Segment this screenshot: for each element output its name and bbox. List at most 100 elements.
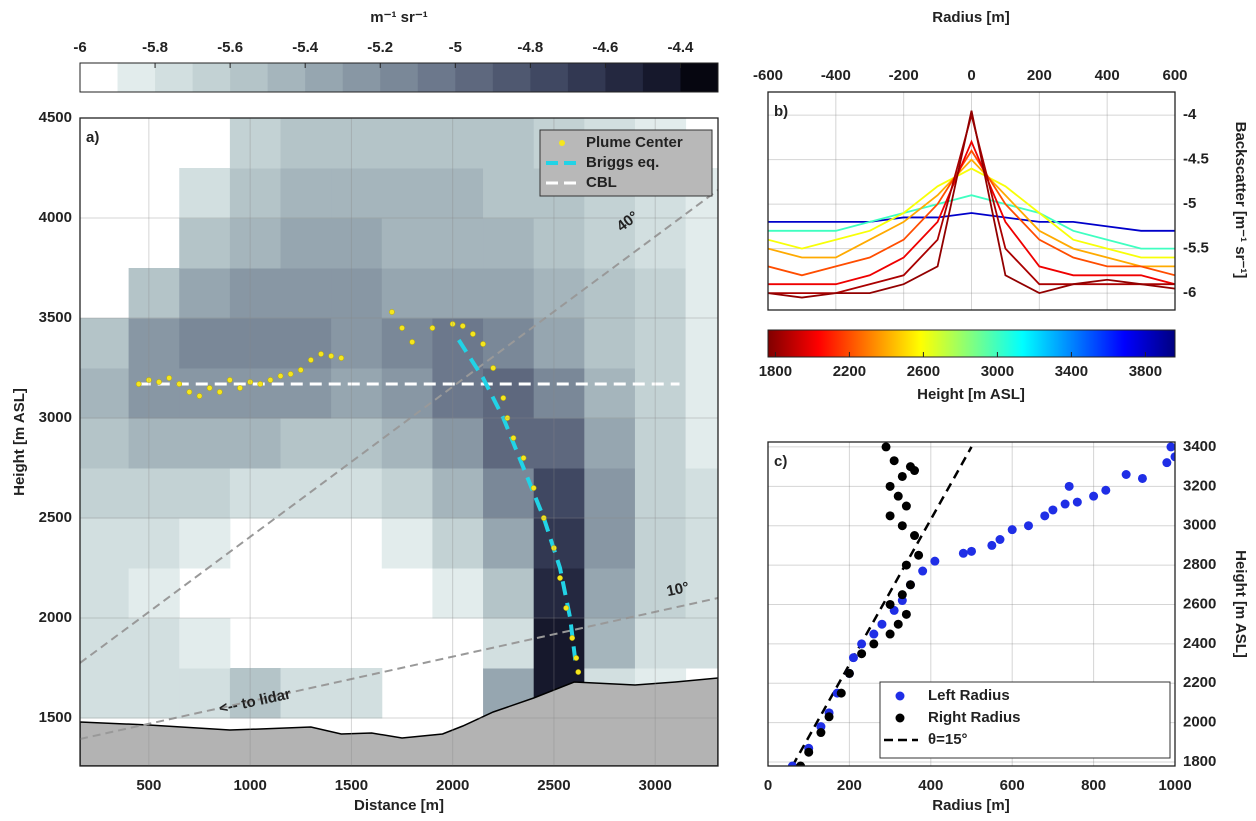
scatter-point <box>886 600 895 609</box>
heatmap-cell <box>382 218 433 269</box>
heatmap-cell <box>129 268 180 319</box>
heatmap-cell <box>230 118 281 169</box>
y-tick-label: 2000 <box>1183 714 1216 731</box>
plume-center <box>227 377 232 382</box>
legend-box <box>880 682 1170 758</box>
colorbar-tick-label: 2200 <box>833 363 866 380</box>
plume-center <box>308 357 313 362</box>
scatter-point <box>894 492 903 501</box>
heatmap-cell <box>635 418 686 469</box>
page: 5001000150020002500300015002000250030003… <box>0 0 1256 821</box>
y-tick-label: 3500 <box>39 309 72 326</box>
heatmap-cell <box>129 518 180 569</box>
heatmap-cell <box>534 318 585 369</box>
panel-label: c) <box>774 453 787 470</box>
plume-center <box>557 575 562 580</box>
colorbar-tick-label: 1800 <box>759 363 792 380</box>
colorbar-cell <box>568 63 606 92</box>
heatmap-cell <box>80 668 129 719</box>
scatter-point <box>1048 505 1057 514</box>
scatter-point <box>857 649 866 658</box>
colorbar-cell <box>230 63 268 92</box>
heatmap-cell <box>534 468 585 519</box>
scatter-point <box>918 567 927 576</box>
heatmap-cell <box>382 418 433 469</box>
heatmap-cell <box>331 468 382 519</box>
scatter-point <box>1008 525 1017 534</box>
scatter-point <box>845 669 854 678</box>
heatmap-cell <box>281 468 332 519</box>
heatmap-cell <box>230 368 281 419</box>
colorbar-cell <box>643 63 681 92</box>
scatter-point <box>894 620 903 629</box>
x-tick-label: 600 <box>1000 777 1025 794</box>
plume-center <box>480 341 485 346</box>
scatter-point <box>1065 482 1074 491</box>
y-tick-label: 4500 <box>39 109 72 126</box>
heatmap-cell <box>230 268 281 319</box>
heatmap-cell <box>230 468 281 519</box>
heatmap-cell <box>483 618 534 669</box>
y-axis-label: Height [m ASL] <box>11 388 28 496</box>
colorbar-cell <box>493 63 531 92</box>
x-tick-label: 1500 <box>335 777 368 794</box>
heatmap-cell <box>534 218 585 269</box>
heatmap-cell <box>230 218 281 269</box>
scatter-point <box>886 630 895 639</box>
heatmap-cell <box>432 168 483 219</box>
scatter-point <box>930 557 939 566</box>
heatmap-cell <box>331 368 382 419</box>
heatmap-cell <box>534 368 585 419</box>
legend-label: Plume Center <box>586 134 683 151</box>
heatmap-cell <box>534 268 585 319</box>
heatmap-cell <box>179 418 230 469</box>
legend-marker <box>896 714 905 723</box>
colorbar-cell <box>268 63 306 92</box>
heatmap-cell <box>432 118 483 169</box>
plume-center <box>410 339 415 344</box>
heatmap-cell <box>483 468 534 519</box>
heatmap-cell <box>686 268 719 319</box>
heatmap-cell <box>635 368 686 419</box>
heatmap-cell <box>483 518 534 569</box>
heatmap-cell <box>584 568 635 619</box>
heatmap-cell <box>483 318 534 369</box>
colorbar-tick-label: 3400 <box>1055 363 1088 380</box>
y-tick-label: 2200 <box>1183 674 1216 691</box>
heatmap-cell <box>179 168 230 219</box>
heatmap-cell <box>129 468 180 519</box>
heatmap-cell <box>80 468 129 519</box>
heatmap-cell <box>432 318 483 369</box>
heatmap-cell <box>483 368 534 419</box>
heatmap-cell <box>432 568 483 619</box>
plume-center <box>501 395 506 400</box>
heatmap-cell <box>635 518 686 569</box>
scatter-point <box>869 630 878 639</box>
colorbar-cell <box>455 63 493 92</box>
scatter-point <box>902 610 911 619</box>
heatmap-cell <box>483 568 534 619</box>
scatter-point <box>1166 442 1175 451</box>
colorbar-tick-label: -5.4 <box>292 39 319 56</box>
panel-label: a) <box>86 129 99 146</box>
y-tick-label: 1800 <box>1183 753 1216 770</box>
scatter-point <box>1101 486 1110 495</box>
plume-center <box>570 635 575 640</box>
heatmap-cell <box>281 318 332 369</box>
y-tick-label: -4 <box>1183 106 1197 123</box>
x-tick-label: 3000 <box>639 777 672 794</box>
scatter-point <box>898 521 907 530</box>
x-tick-label: -600 <box>753 67 783 84</box>
colorbar-tick-label: 3000 <box>981 363 1014 380</box>
y-tick-label: 2600 <box>1183 595 1216 612</box>
heatmap-cell <box>432 218 483 269</box>
heatmap-cell <box>129 618 180 669</box>
heatmap-cell <box>80 518 129 569</box>
colorbar <box>768 330 1175 357</box>
plume-center <box>156 379 161 384</box>
x-tick-label: 0 <box>967 67 975 84</box>
figure: 5001000150020002500300015002000250030003… <box>0 0 1256 816</box>
plume-center <box>278 373 283 378</box>
heatmap-cell <box>635 218 686 269</box>
plume-center <box>491 365 496 370</box>
